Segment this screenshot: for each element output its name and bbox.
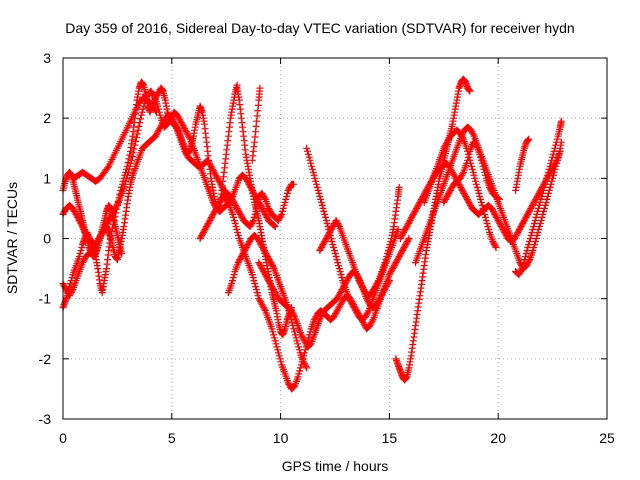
x-tick-label: 5 [168, 430, 176, 446]
data-point-markers [420, 126, 500, 251]
y-axis-label: SDTVAR / TECUs [4, 182, 20, 294]
x-axis-label: GPS time / hours [282, 458, 389, 474]
data-point-markers [512, 117, 565, 279]
data-point-markers [392, 75, 474, 384]
series-trace-r [512, 117, 565, 279]
data-points [59, 75, 565, 393]
series-trace-q [440, 138, 503, 206]
series-trace-p [420, 126, 500, 251]
y-tick-label: -1 [39, 291, 52, 307]
data-point-markers [248, 84, 264, 164]
y-tick-label: -2 [39, 351, 52, 367]
data-point-markers [316, 183, 403, 300]
x-tick-label: 20 [490, 430, 506, 446]
x-tick-label: 0 [59, 430, 67, 446]
data-point-markers [233, 84, 295, 339]
plot-frame [62, 57, 608, 420]
series-trace-i [248, 84, 264, 164]
series-trace-l [316, 183, 403, 300]
data-point-markers [512, 135, 533, 194]
chart-title: Day 359 of 2016, Sidereal Day-to-day VTE… [65, 20, 574, 36]
series-trace-m [392, 75, 474, 384]
x-tick-label: 10 [273, 430, 289, 446]
x-tick-label: 25 [599, 430, 615, 446]
y-tick-label: 3 [43, 50, 51, 66]
data-point-markers [70, 93, 161, 185]
axis-ticks: 0 5 10 15 20 25 -3 -2 -1 0 1 2 3 [39, 50, 615, 446]
x-tick-label: 15 [382, 430, 398, 446]
data-point-markers [440, 138, 503, 206]
y-tick-label: -3 [39, 411, 52, 427]
series-trace-h [233, 84, 295, 339]
y-tick-label: 1 [43, 170, 51, 186]
series-trace-e [70, 93, 161, 185]
series-trace-s [512, 135, 533, 194]
y-tick-label: 0 [43, 231, 51, 247]
y-tick-label: 2 [43, 110, 51, 126]
